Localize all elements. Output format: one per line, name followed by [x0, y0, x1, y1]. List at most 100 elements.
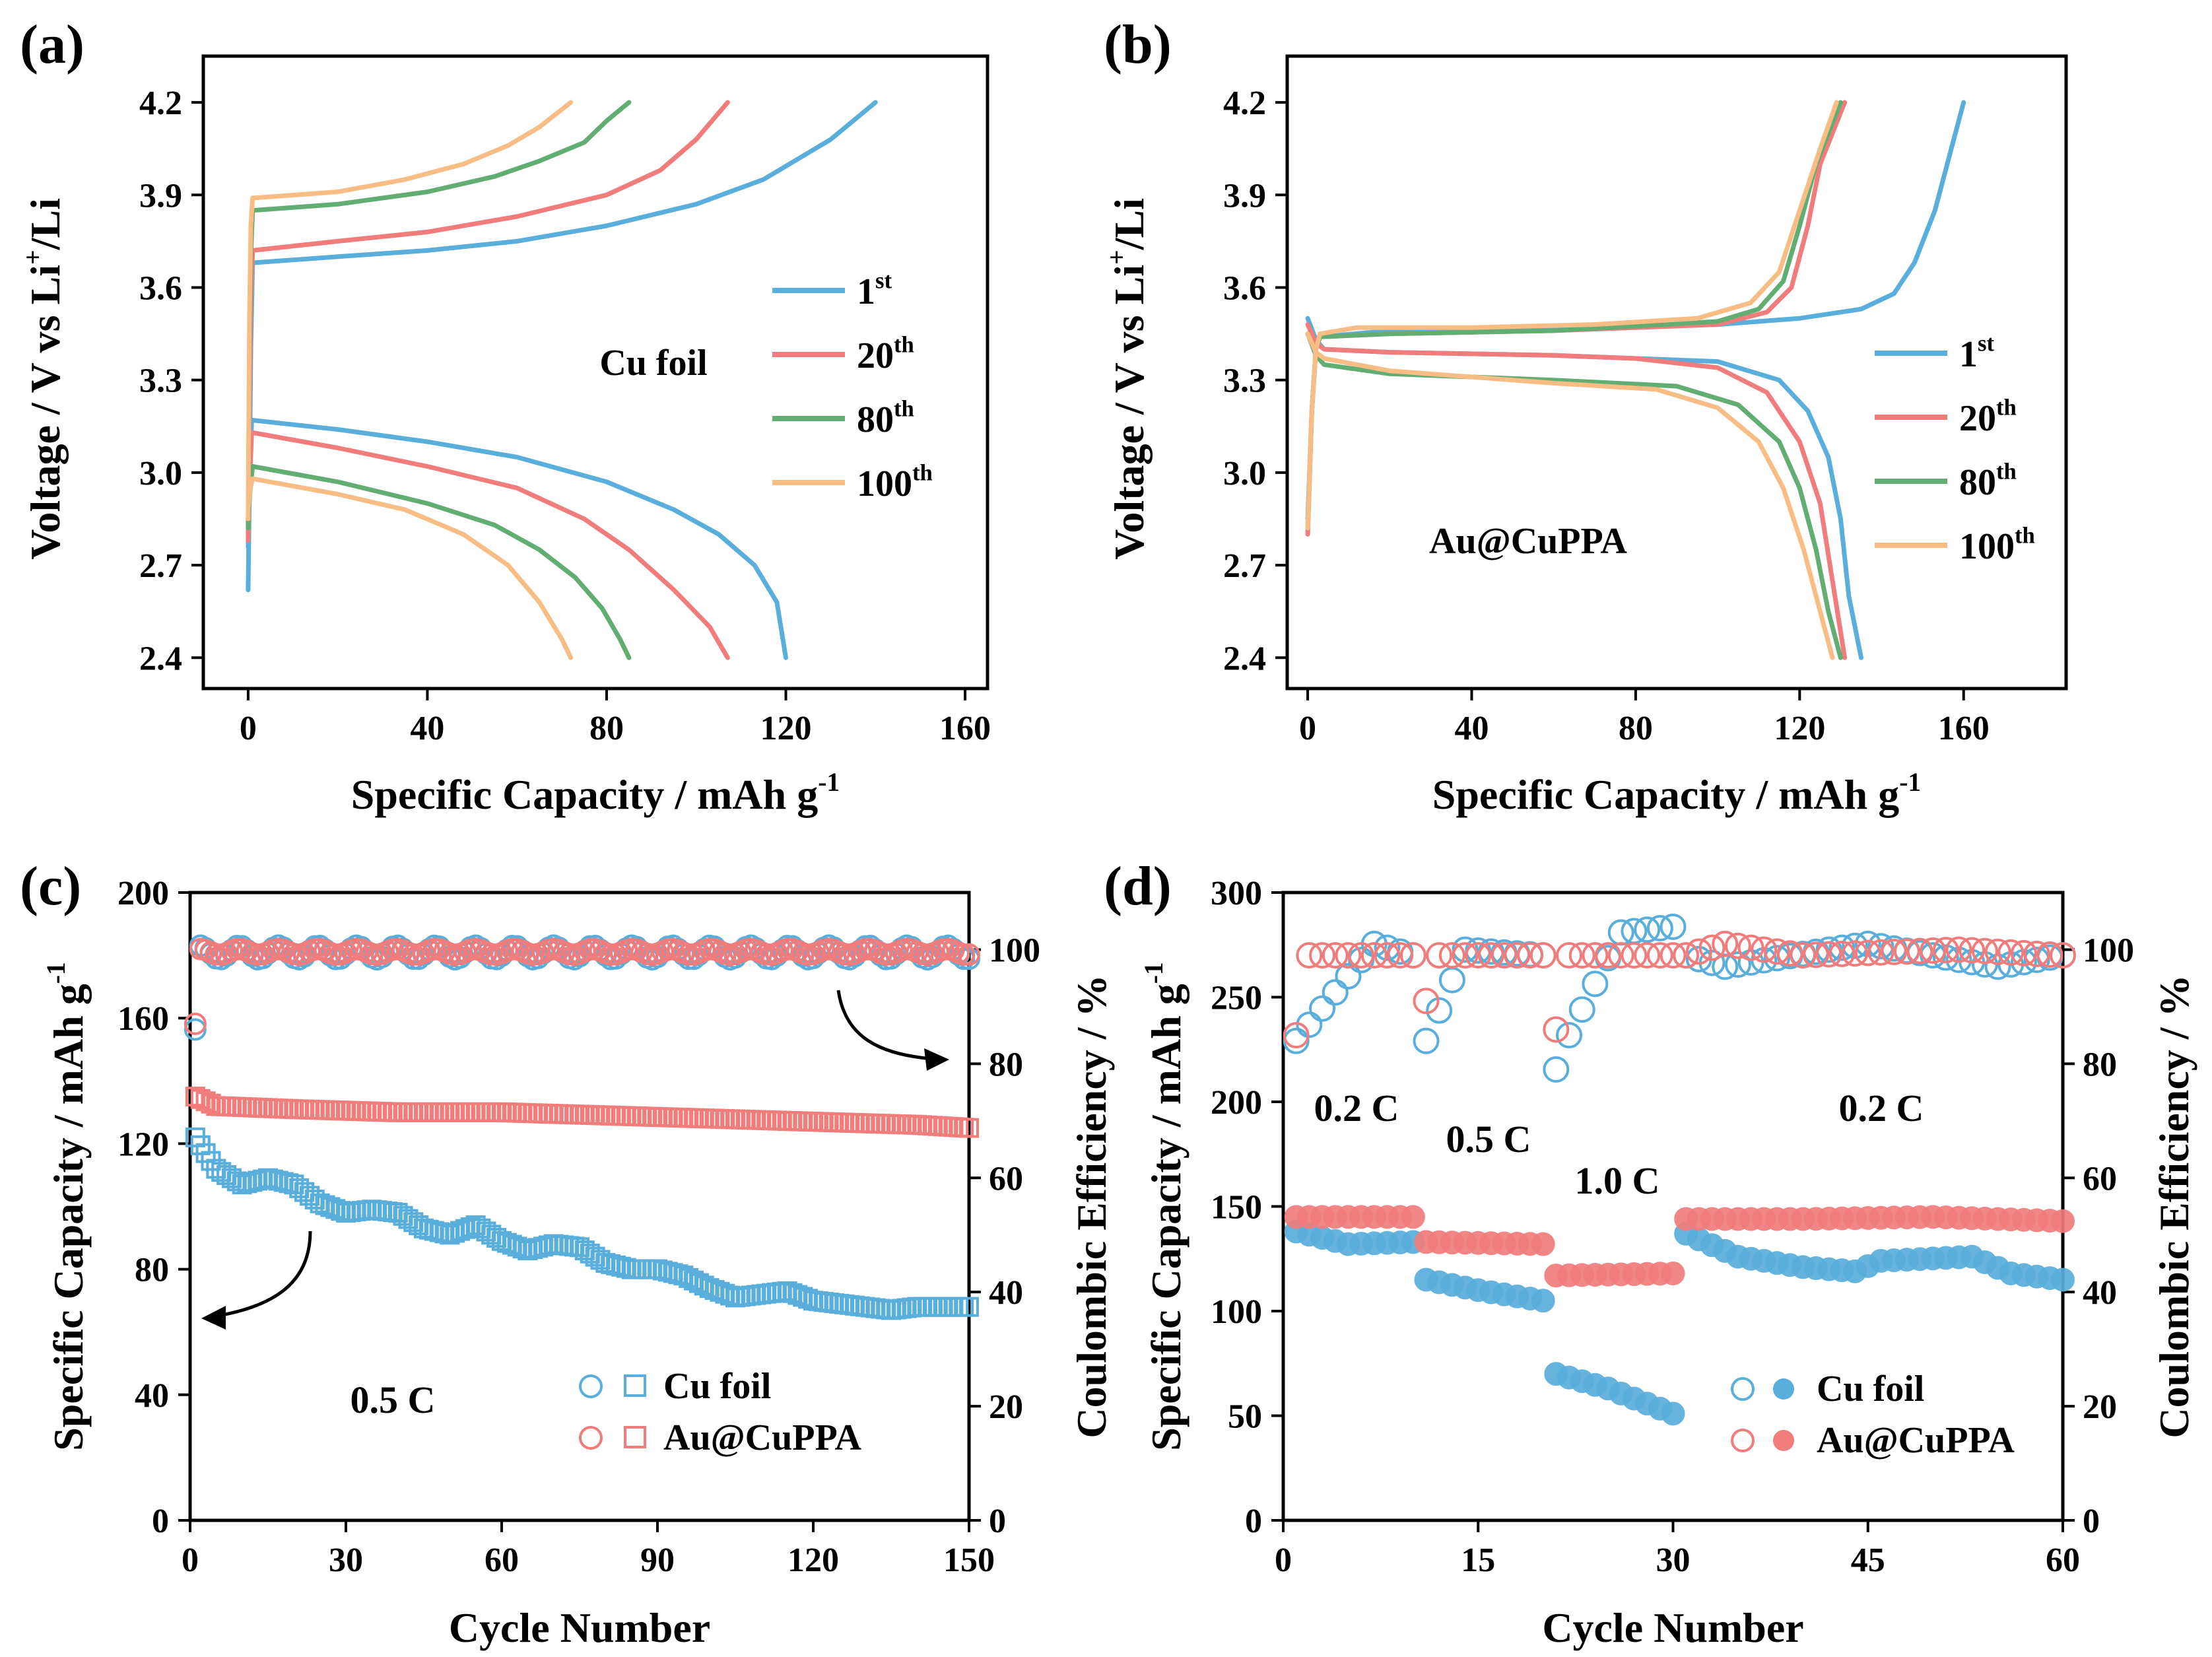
legend-label-20: 20th: [1959, 394, 2017, 439]
capacity-marker-Cufoil-52: [450, 1221, 471, 1241]
y-tick-label-0: 0: [1245, 1503, 1262, 1540]
y-right-tick-label-4: 80: [2083, 1046, 2117, 1083]
legend-label-1-main: 1: [857, 271, 875, 312]
x-axis-title-main: Specific Capacity / mAh g: [351, 771, 819, 818]
legend-label-20-main: 20: [857, 335, 894, 376]
plot-frame: [188, 891, 971, 1522]
y-tick-label-6: 4.2: [139, 85, 182, 122]
capacity-marker-Cufoil-115: [777, 1281, 797, 1301]
capacity-marker-Cufoil-59: [486, 1228, 507, 1248]
x-tick-label-1: 30: [329, 1541, 363, 1579]
ce-marker-AuCuPPA-57: [2010, 939, 2037, 966]
capacity-marker-Cufoil-79: [590, 1250, 611, 1270]
capacity-marker-Cufoil-51: [445, 1223, 465, 1243]
legend-circle-1: [579, 1426, 603, 1450]
ce-marker-AuCuPPA-21: [1543, 1016, 1570, 1043]
capacity-marker-Cufoil-63: [507, 1236, 527, 1257]
legend-label-80-main: 80: [1959, 462, 1996, 503]
capacity-marker-Cufoil-116: [782, 1283, 803, 1303]
ce-marker-Cufoil-51: [1932, 944, 1959, 971]
ce-marker-AuCuPPA-20: [1529, 942, 1557, 969]
ce-marker-Cufoil-23: [1568, 996, 1595, 1023]
y-right-tick-label-0: 0: [2083, 1503, 2100, 1540]
y-right-tick-label-0: 0: [989, 1503, 1006, 1540]
x-tick-label-1: 15: [1461, 1541, 1495, 1579]
capacity-marker-Cufoil-9: [226, 1171, 247, 1192]
charge-curve-20: [246, 100, 730, 543]
ce-marker-AuCuPPA-54: [1971, 937, 1998, 964]
legend-label-100-sup: th: [912, 459, 933, 485]
y-axis-title-sup: +: [1102, 250, 1131, 265]
y-tick-label-2: 3.0: [1223, 455, 1266, 492]
x-tick-label-0: 0: [1299, 710, 1316, 747]
y-right-tick-label-5: 100: [989, 931, 1040, 969]
legend-label-20: 20th: [857, 331, 914, 376]
charge-curve-1: [1305, 100, 1966, 522]
ce-marker-AuCuPPA-31: [1673, 942, 1700, 969]
legend-label-100: 100th: [1959, 522, 2035, 567]
capacity-marker-Cufoil-64: [512, 1238, 533, 1259]
y-tick-label-5: 200: [117, 875, 169, 912]
legend-label-1: 1st: [1959, 330, 1995, 375]
capacity-marker-Cufoil-60: [492, 1231, 512, 1251]
panel-label: (c): [20, 856, 81, 917]
capacity-marker-Cufoil-104: [720, 1285, 741, 1306]
y-tick-label-0: 2.4: [139, 640, 182, 677]
capacity-marker-Cufoil-28: [325, 1199, 346, 1219]
y-axis-title-main: Voltage / V vs Li: [1106, 265, 1153, 560]
charge-curve-80: [246, 100, 632, 531]
x-tick-label-2: 30: [1656, 1541, 1691, 1579]
x-axis-title: Cycle Number: [449, 1604, 710, 1651]
y-axis-title-sup: +: [18, 250, 48, 265]
legend-label-1: Au@CuPPA: [663, 1417, 862, 1458]
ce-marker-AuCuPPA-2: [1296, 942, 1323, 969]
ce-marker-AuCuPPA-32: [1685, 938, 1712, 965]
ce-marker-AuCuPPA-52: [1945, 936, 1972, 963]
capacity-marker-Cufoil-44: [409, 1215, 429, 1236]
rate-label-0: 0.2 C: [1314, 1087, 1399, 1130]
ce-marker-Cufoil-4: [1322, 979, 1349, 1006]
ce-marker-AuCuPPA-35: [1724, 932, 1751, 959]
ce-marker-AuCuPPA-7: [1360, 942, 1388, 969]
x-tick-label-4: 160: [939, 710, 991, 747]
y-tick-label-4: 160: [117, 1000, 169, 1038]
ce-marker-AuCuPPA-47: [1881, 939, 1908, 966]
legend-label-1: 1st: [857, 267, 892, 312]
ce-marker-AuCuPPA-36: [1737, 934, 1764, 961]
annotation-label: Cu foil: [599, 343, 707, 384]
ce-marker-AuCuPPA-40: [1790, 942, 1817, 969]
capacity-marker-AuCuPPA-20: [1531, 1232, 1555, 1256]
annotation-label: 0.5 C: [351, 1378, 436, 1421]
capacity-marker-Cufoil-100: [699, 1278, 720, 1299]
x-axis-title-sup: -1: [1899, 768, 1921, 797]
legend-label-80: 80th: [857, 395, 914, 440]
x-axis-title-main: Specific Capacity / mAh g: [1432, 771, 1900, 818]
ce-marker-Cufoil-35: [1724, 951, 1751, 978]
legend-label-1-sup: st: [1978, 330, 1995, 356]
arrow-ce-head: [924, 1048, 949, 1071]
discharge-curve-80: [1305, 331, 1843, 660]
y-tick-label-4: 3.6: [1223, 269, 1266, 307]
y-right-tick-label-1: 20: [2083, 1388, 2117, 1426]
rate-label-3: 0.2 C: [1839, 1087, 1924, 1130]
y-axis-title-tail: /Li: [22, 198, 69, 250]
ce-marker-AuCuPPA-13: [1438, 942, 1465, 969]
capacity-marker-Cufoil-61: [496, 1233, 517, 1253]
x-tick-label-3: 45: [1851, 1541, 1885, 1579]
ce-marker-AuCuPPA-27: [1621, 942, 1648, 969]
capacity-marker-Cufoil-30: [1661, 1402, 1685, 1426]
x-axis-title: Cycle Number: [1542, 1604, 1803, 1651]
ce-marker-Cufoil-29: [1646, 915, 1673, 942]
ce-marker-Cufoil-1: [184, 1018, 207, 1041]
x-tick-label-3: 90: [640, 1541, 675, 1579]
x-tick-label-2: 80: [589, 710, 624, 747]
legend-label-20-sup: th: [894, 331, 914, 357]
legend-label-80-sup: th: [1996, 458, 2017, 484]
ce-marker-AuCuPPA-58: [2023, 940, 2050, 967]
plot-frame: [201, 54, 989, 691]
ce-marker-Cufoil-38: [1763, 945, 1790, 972]
ce-marker-AuCuPPA-12: [1426, 942, 1453, 969]
capacity-marker-Cufoil-8: [221, 1168, 242, 1188]
ce-marker-AuCuPPA-60: [2050, 942, 2076, 969]
